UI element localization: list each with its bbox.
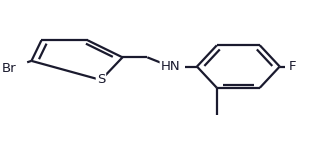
Text: Br: Br — [2, 62, 17, 75]
Text: S: S — [97, 74, 105, 87]
Text: HN: HN — [161, 60, 180, 73]
Text: F: F — [289, 60, 296, 73]
